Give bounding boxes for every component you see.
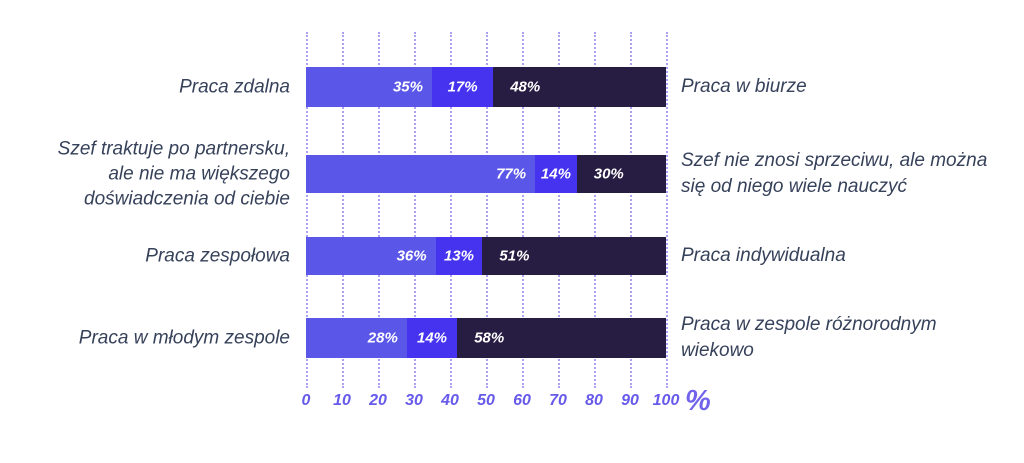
- gridline: [414, 32, 416, 388]
- axis-tick-label: 60: [513, 392, 531, 409]
- axis-tick-label: 50: [477, 392, 495, 409]
- bar-segment-2: 14%: [406, 318, 458, 358]
- gridline: [630, 32, 632, 388]
- gridline: [666, 32, 668, 388]
- segment-value-label: 17%: [447, 78, 478, 96]
- segment-value-label: 14%: [540, 165, 571, 183]
- segment-value-label: 35%: [392, 78, 423, 96]
- bar-segment-2: 17%: [432, 67, 494, 107]
- row-label-left: Szef traktuje po partnersku, ale nie ma …: [57, 138, 290, 210]
- axis-tick-label: 90: [621, 392, 639, 409]
- row-bar: 35% 17% 48%: [306, 67, 666, 107]
- row-label-right: Praca w zespole różnorodnym wiekowo: [681, 314, 937, 361]
- axis-tick-label: 10: [333, 392, 351, 409]
- row-bar: 28% 14% 58%: [306, 318, 666, 358]
- bar-segment-3: 58%: [457, 318, 666, 358]
- segment-value-label: 30%: [593, 165, 624, 183]
- chart-row: Szef traktuje po partnersku, ale nie ma …: [0, 139, 1024, 210]
- axis-tick-label: 70: [549, 392, 567, 409]
- row-bar: 36% 13% 51%: [306, 237, 666, 275]
- segment-value-label: 58%: [474, 329, 505, 347]
- gridline: [486, 32, 488, 388]
- row-label-right: Szef nie znosi sprzeciwu, ale można się …: [681, 150, 988, 197]
- segment-value-label: 48%: [510, 78, 541, 96]
- segment-value-label: 14%: [416, 329, 448, 347]
- bar-segment-2: 13%: [435, 237, 483, 275]
- gridline: [378, 32, 380, 388]
- gridline: [450, 32, 452, 388]
- gridline: [306, 32, 308, 388]
- row-label-right: Praca w biurze: [681, 76, 807, 97]
- axis-tick-label: 100: [652, 392, 680, 409]
- bar-segment-2: 14%: [535, 155, 577, 193]
- segment-value-label: 77%: [496, 165, 527, 183]
- segment-value-label: 28%: [367, 329, 398, 347]
- gridline: [558, 32, 560, 388]
- row-label-left: Praca w młodym zespole: [78, 327, 290, 349]
- axis-tick-label: 80: [585, 392, 603, 409]
- gridline: [594, 32, 596, 388]
- axis-tick-label: 20: [369, 392, 387, 409]
- chart-row: Praca zespołowa 36% 13% 51% Praca indywidual…: [0, 237, 1024, 275]
- segment-value-label: 36%: [396, 247, 427, 265]
- axis-tick-label: 0: [301, 392, 311, 409]
- axis-tick-label: 30: [405, 392, 423, 409]
- row-bar: 77% 14% 30%: [306, 155, 666, 193]
- bar-segment-3: 30%: [576, 155, 666, 193]
- row-label-left: Praca zespołowa: [145, 245, 290, 267]
- chart-row: Praca zdalna 35% 17% 48% Praca w biurze: [0, 67, 1024, 107]
- axis-unit-label: %: [685, 385, 711, 417]
- segment-value-label: 51%: [499, 247, 530, 265]
- axis-tick-label: 40: [441, 392, 459, 409]
- bar-segment-1: 35%: [306, 67, 432, 107]
- row-label-right: Praca indywidualna: [681, 245, 846, 266]
- segment-value-label: 13%: [443, 247, 474, 265]
- bar-segment-3: 51%: [482, 237, 666, 275]
- bar-segment-1: 28%: [306, 318, 407, 358]
- bar-segment-1: 77%: [306, 155, 536, 193]
- gridline: [522, 32, 524, 388]
- gridline: [342, 32, 344, 388]
- bar-segment-3: 48%: [493, 67, 666, 107]
- bar-segment-1: 36%: [306, 237, 436, 275]
- row-label-left: Praca zdalna: [179, 76, 290, 98]
- chart-row: Praca w młodym zespole 28% 14% 58% Praca w z…: [0, 314, 1024, 361]
